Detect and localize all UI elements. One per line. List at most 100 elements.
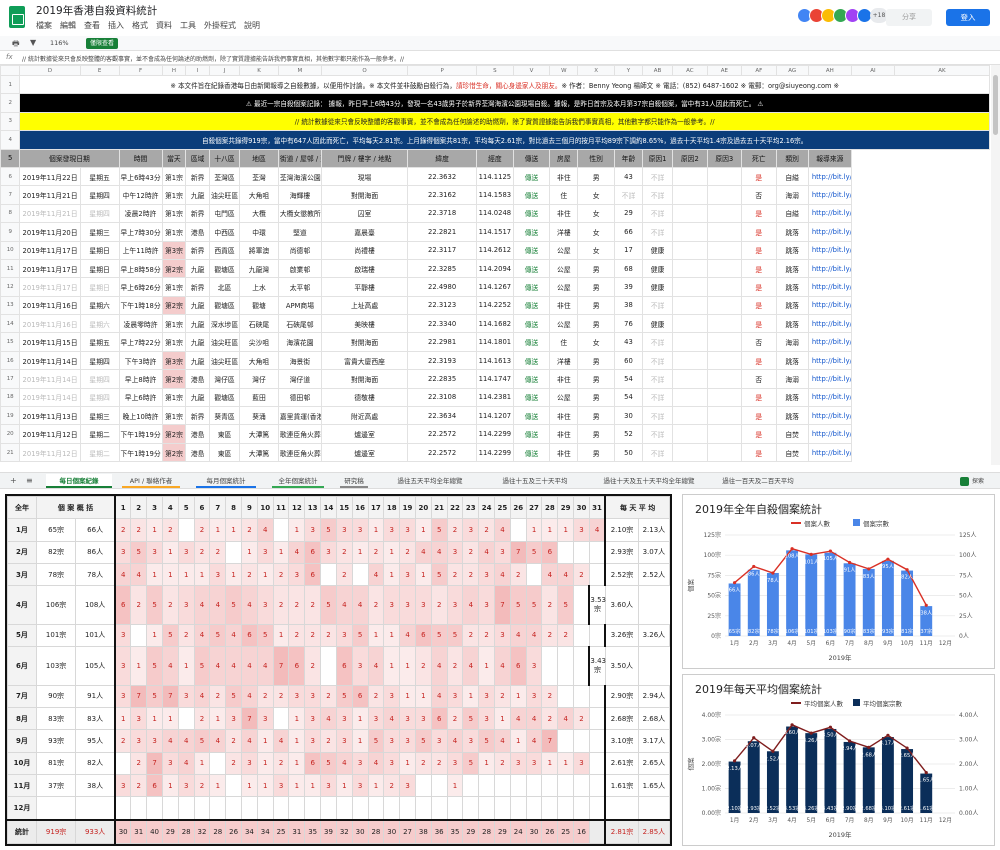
day-count[interactable]: 4	[557, 706, 575, 731]
day-count[interactable]: 3	[383, 518, 401, 542]
table-cell[interactable]: 公屋	[549, 387, 579, 408]
month-persons[interactable]: 101人	[75, 623, 116, 648]
table-cell[interactable]: 非住	[549, 166, 579, 187]
day-count[interactable]: 3	[146, 540, 163, 564]
menu-item[interactable]: 說明	[244, 21, 260, 30]
table-cell[interactable]: 不詳	[641, 203, 674, 224]
table-header-cell[interactable]: 原因1	[641, 148, 674, 168]
table-cell[interactable]: 早上6時26分	[118, 277, 163, 297]
table-cell[interactable]: 啟業邨	[277, 258, 322, 279]
day-count[interactable]: 3	[177, 585, 195, 625]
day-count[interactable]: 3	[478, 585, 496, 625]
table-cell[interactable]: 自縊	[775, 166, 809, 187]
day-count[interactable]: 5	[146, 684, 163, 708]
day-count[interactable]	[525, 796, 543, 821]
table-cell[interactable]: 下午1時19分	[118, 424, 163, 444]
table-cell[interactable]: 跳落	[775, 258, 809, 279]
day-count[interactable]	[304, 796, 322, 821]
day-count[interactable]: 5	[193, 729, 211, 753]
explore-button[interactable]: 探索	[960, 476, 984, 486]
day-count[interactable]: 5	[320, 751, 337, 775]
table-cell[interactable]: 油尖旺區	[208, 332, 241, 352]
table-cell[interactable]: 39	[613, 277, 643, 297]
day-count[interactable]: 5	[525, 585, 543, 625]
table-cell[interactable]: 男	[577, 369, 615, 389]
avg-cases[interactable]: 2.90宗	[604, 684, 639, 708]
sheet-tab[interactable]: 全年個案統計	[266, 474, 330, 488]
day-count[interactable]: 5	[462, 751, 480, 775]
column-header[interactable]: Y	[613, 65, 643, 76]
table-cell[interactable]: 第1宗	[161, 332, 187, 352]
day-count[interactable]: 1	[557, 751, 575, 775]
table-cell[interactable]: 自焚	[775, 442, 809, 463]
bar[interactable]	[824, 728, 837, 813]
day-count[interactable]: 3	[335, 623, 353, 648]
collaborator-avatars[interactable]: +18	[797, 8, 888, 23]
day-count[interactable]	[573, 646, 590, 686]
day-count[interactable]: 2	[367, 540, 385, 564]
table-cell[interactable]: 公屋	[549, 314, 579, 334]
table-cell[interactable]: 九龍	[185, 387, 210, 408]
day-count[interactable]: 3	[383, 729, 401, 753]
day-count[interactable]: 2	[272, 585, 290, 625]
day-count[interactable]: 4	[272, 729, 290, 753]
table-cell[interactable]: 九龍	[185, 185, 210, 205]
day-count[interactable]: 1	[525, 518, 543, 542]
table-cell[interactable]: 港島	[185, 442, 210, 463]
table-cell[interactable]: 下午1時19分	[118, 442, 163, 463]
table-cell[interactable]: 是	[741, 424, 777, 444]
table-cell[interactable]: 68	[613, 258, 643, 279]
table-cell[interactable]: 非住	[549, 406, 579, 426]
day-count[interactable]: 6	[351, 684, 369, 708]
table-cell[interactable]: 50	[613, 442, 643, 463]
day-count[interactable]	[446, 796, 464, 821]
table-cell[interactable]: 是	[741, 295, 777, 316]
table-cell[interactable]: 嘉晨臺	[320, 222, 409, 242]
day-count[interactable]: 3	[130, 729, 148, 753]
day-count[interactable]: 2	[304, 646, 322, 686]
table-header-cell[interactable]: 緯度	[407, 148, 478, 168]
table-cell[interactable]: 第1宗	[161, 185, 187, 205]
column-header[interactable]: H	[161, 65, 187, 76]
menu-item[interactable]: 資料	[156, 21, 172, 30]
day-count[interactable]: 2	[193, 540, 211, 564]
row-number[interactable]: 10	[0, 240, 21, 260]
table-cell[interactable]	[672, 185, 708, 205]
table-cell[interactable]: 健康	[641, 314, 674, 334]
day-count[interactable]: 3	[114, 646, 132, 686]
table-cell[interactable]: 不詳	[641, 369, 674, 389]
day-count[interactable]: 4	[525, 729, 543, 753]
line-point[interactable]	[790, 723, 794, 727]
day-count[interactable]	[114, 796, 132, 821]
day-count[interactable]: 5	[430, 623, 448, 648]
table-cell[interactable]: 中環	[239, 222, 279, 242]
source-link[interactable]: http://bit.ly/33MQ2rq	[807, 332, 852, 352]
day-total[interactable]: 31	[288, 819, 306, 845]
sheet-tab[interactable]: 每日個案紀錄	[46, 474, 112, 488]
source-link[interactable]: http://bit.ly/32Q9GIj	[807, 387, 852, 408]
day-count[interactable]: 4	[557, 562, 575, 587]
day-count[interactable]: 4	[225, 646, 243, 686]
table-cell[interactable]: 114.2381	[476, 387, 514, 408]
source-link[interactable]: http://bit.ly/2rdPKvc	[807, 185, 852, 205]
day-count[interactable]: 4	[588, 518, 606, 542]
table-cell[interactable]: 海濱花園	[277, 332, 322, 352]
day-count[interactable]: 2	[288, 623, 306, 648]
day-count[interactable]: 6	[304, 751, 322, 775]
day-count[interactable]: 3	[304, 706, 322, 731]
day-count[interactable]	[573, 773, 590, 798]
table-cell[interactable]: 大角咀	[239, 350, 279, 371]
day-count[interactable]: 1	[351, 706, 369, 731]
table-cell[interactable]: 第1宗	[161, 387, 187, 408]
day-count[interactable]: 2	[446, 706, 464, 731]
table-cell[interactable]: 跳落	[775, 277, 809, 297]
table-cell[interactable]: 否	[741, 185, 777, 205]
day-count[interactable]: 3	[241, 751, 258, 775]
day-count[interactable]: 1	[272, 540, 290, 564]
day-total[interactable]: 32	[193, 819, 211, 845]
table-cell[interactable]	[706, 222, 743, 242]
day-count[interactable]: 3	[320, 773, 337, 798]
day-count[interactable]: 2	[241, 562, 258, 587]
total-persons[interactable]: 933人	[75, 819, 116, 845]
table-cell[interactable]: 43	[613, 332, 643, 352]
